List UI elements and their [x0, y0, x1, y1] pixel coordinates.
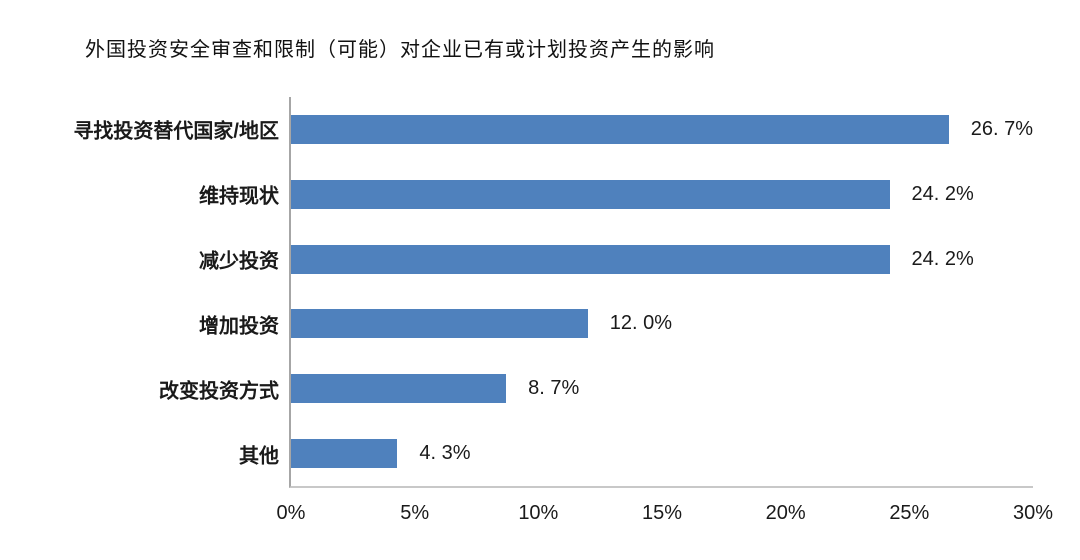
x-axis-tick-label: 10% [518, 502, 559, 524]
value-label: 8. 7% [528, 377, 580, 400]
bar-row: 其他 4. 3% [239, 421, 1033, 486]
x-axis-tick-label: 20% [765, 502, 806, 524]
value-label: 12. 0% [609, 312, 673, 335]
x-axis-tick-label: 30% [1012, 502, 1054, 524]
bar [291, 309, 588, 339]
bar [291, 114, 949, 144]
value-label: 24. 2% [911, 247, 974, 270]
chart-title: 外国投资安全审查和限制（可能）对企业已有或计划投资产生的影响 [85, 39, 715, 61]
plot-area: 寻找投资替代国家/地区 26. 7% 维持现状 24. 2% 减少投资 24. 2% 增加投… [73, 97, 1053, 524]
bar-row: 增加投资 12. 0% [199, 291, 1033, 356]
category-label: 减少投资 [199, 250, 279, 273]
bar [291, 439, 398, 469]
x-axis-tick-label: 0% [276, 502, 306, 524]
x-axis-tick-label: 25% [889, 502, 930, 524]
bar-row: 改变投资方式 8. 7% [159, 356, 1033, 421]
category-label: 改变投资方式 [159, 380, 279, 403]
x-axis-tick-label: 5% [400, 502, 430, 524]
bar-rows: 寻找投资替代国家/地区 26. 7% 维持现状 24. 2% 减少投资 24. 2% 增加投… [73, 97, 1033, 486]
value-label: 24. 2% [911, 182, 974, 205]
x-axis-tick-label: 15% [641, 502, 683, 524]
value-label: 26. 7% [970, 117, 1033, 140]
x-axis: 0% 5% 10% 15% 20% 25% 30% [277, 486, 1053, 526]
bar-row: 维持现状 24. 2% [199, 162, 1033, 227]
category-label: 其他 [239, 445, 279, 468]
bar-row: 减少投资 24. 2% [199, 227, 1033, 292]
bar [291, 179, 890, 209]
value-label: 4. 3% [419, 442, 471, 465]
category-label: 维持现状 [199, 185, 279, 208]
bar-row: 寻找投资替代国家/地区 26. 7% [73, 97, 1033, 162]
category-label: 寻找投资替代国家/地区 [73, 120, 279, 143]
bar [291, 374, 507, 404]
bar [291, 244, 890, 274]
category-label: 增加投资 [199, 315, 279, 338]
